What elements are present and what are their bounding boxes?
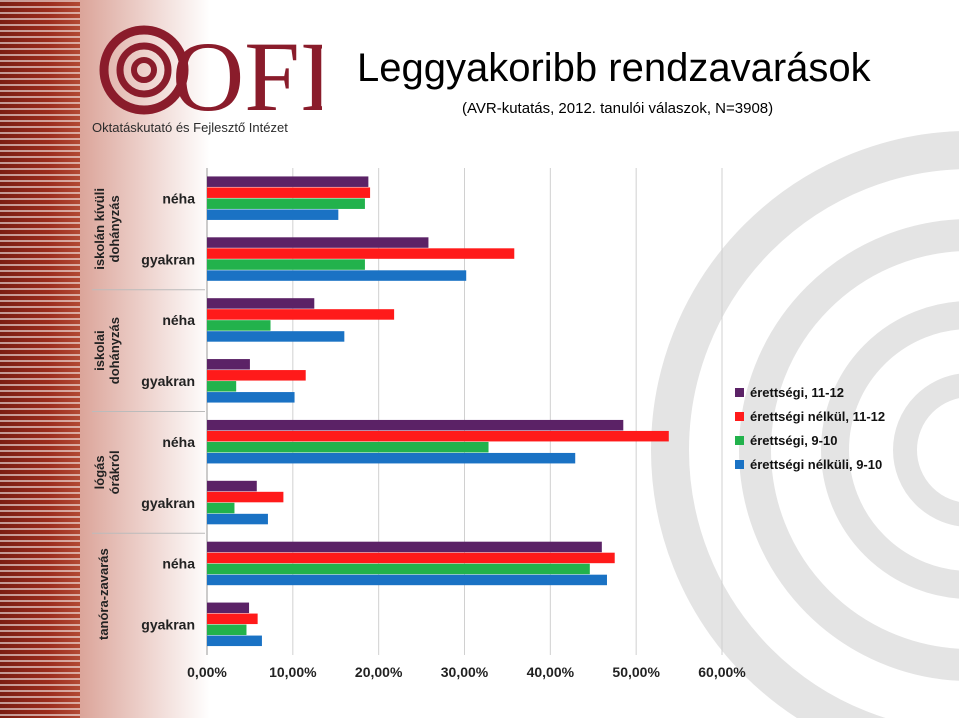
bar	[207, 392, 295, 403]
group-label: iskolán kívülidohányzás	[92, 188, 122, 270]
bar	[207, 552, 615, 564]
category-label: néha	[162, 190, 195, 206]
bar	[207, 198, 365, 209]
logo-caption: Oktatáskutató és Fejlesztő Intézet	[92, 120, 288, 135]
x-tick-label: 10,00%	[269, 664, 317, 680]
legend-item: érettségi, 11-12	[735, 380, 885, 404]
x-tick-label: 0,00%	[187, 664, 227, 680]
bar	[207, 452, 576, 464]
group-label: tanóra-zavarás	[96, 548, 111, 640]
legend-label: érettségi nélkül, 11-12	[750, 408, 886, 424]
bar	[207, 635, 262, 647]
x-tick-label: 50,00%	[612, 664, 660, 680]
bar	[207, 491, 284, 503]
decorative-gradient	[80, 0, 210, 718]
page-subtitle: (AVR-kutatás, 2012. tanulói válaszok, N=…	[462, 100, 774, 117]
bar	[207, 248, 515, 259]
bar	[207, 381, 237, 392]
bar	[207, 309, 395, 320]
bar	[207, 624, 247, 636]
bar	[207, 430, 669, 442]
category-label: néha	[162, 434, 195, 450]
bar	[207, 441, 489, 453]
bar	[207, 513, 268, 525]
bar	[207, 270, 467, 281]
bar	[207, 541, 602, 553]
bar	[207, 563, 590, 575]
category-label: gyakran	[141, 495, 195, 511]
bar	[207, 480, 257, 492]
page-title: Leggyakoribb rendzavarások	[357, 46, 871, 90]
bar	[207, 502, 235, 514]
bar	[207, 419, 624, 431]
category-label: gyakran	[141, 251, 195, 267]
category-label: néha	[162, 556, 195, 572]
bar	[207, 331, 345, 342]
bar	[207, 237, 429, 248]
bar	[207, 298, 315, 309]
bar	[207, 602, 250, 614]
bar	[207, 359, 250, 370]
decorative-swirl	[651, 131, 959, 718]
ofi-logo: OFI	[99, 21, 322, 132]
category-label: gyakran	[141, 617, 195, 633]
bar	[207, 187, 371, 198]
bar	[207, 209, 339, 220]
logo-text: OFI	[172, 21, 322, 132]
legend-swatch	[735, 411, 744, 421]
x-tick-label: 60,00%	[698, 664, 746, 680]
group-label: lógásórákról	[92, 450, 122, 494]
chart-legend: érettségi, 11-12 érettségi nélkül, 11-12 é…	[735, 380, 885, 476]
category-label: gyakran	[141, 373, 195, 389]
bar	[207, 320, 271, 331]
x-tick-label: 30,00%	[441, 664, 489, 680]
bar	[207, 613, 258, 625]
legend-label: érettségi nélküli, 9-10	[750, 456, 883, 472]
legend-swatch	[735, 435, 744, 445]
legend-label: érettségi, 11-12	[750, 384, 844, 400]
x-tick-label: 40,00%	[527, 664, 575, 680]
group-label: iskolaidohányzás	[92, 317, 122, 384]
x-tick-label: 20,00%	[355, 664, 403, 680]
legend-swatch	[735, 387, 744, 397]
legend-label: érettségi, 9-10	[750, 432, 838, 448]
bar	[207, 259, 365, 270]
bar	[207, 176, 369, 187]
decorative-stripes	[0, 0, 80, 718]
legend-item: érettségi nélkül, 11-12	[735, 404, 885, 428]
bar	[207, 574, 607, 586]
legend-item: érettségi nélküli, 9-10	[735, 452, 885, 476]
legend-item: érettségi, 9-10	[735, 428, 885, 452]
bar	[207, 370, 306, 381]
logo-spiral-icon	[99, 25, 189, 115]
category-label: néha	[162, 312, 195, 328]
legend-swatch	[735, 459, 744, 469]
